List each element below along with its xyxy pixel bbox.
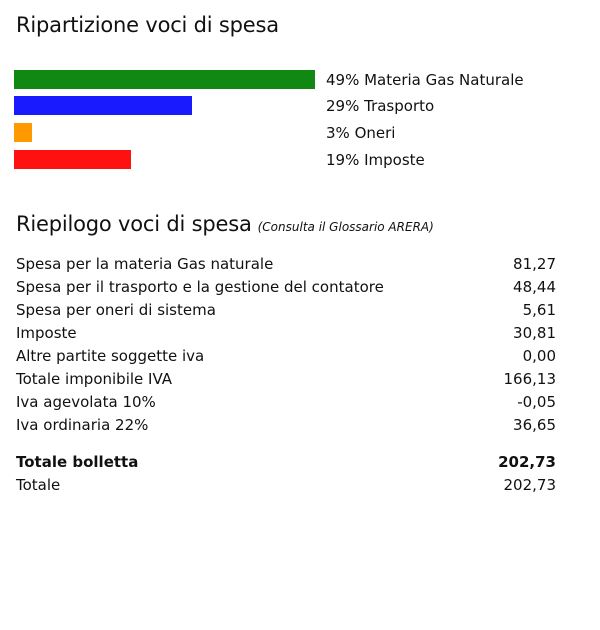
breakdown-row-oneri: 3% Oneri (14, 121, 574, 143)
glossary-note: (Consulta il Glossario ARERA) (257, 220, 434, 234)
summary-row-value: 81,27 (513, 255, 556, 273)
summary-row-value: 0,00 (522, 347, 556, 365)
bar-trasporto (14, 96, 192, 115)
breakdown-bar-chart: 49% Materia Gas Naturale 29% Trasporto 3… (14, 68, 574, 178)
summary-row: Iva ordinaria 22% 36,65 (16, 414, 556, 437)
summary-row-label: Altre partite soggette iva (16, 347, 205, 365)
summary-row-value: 48,44 (513, 278, 556, 296)
summary-row: Spesa per oneri di sistema 5,61 (16, 299, 556, 322)
summary-row-label: Totale imponibile IVA (16, 370, 173, 388)
summary-row: Spesa per la materia Gas naturale 81,27 (16, 253, 556, 276)
total-label: Totale (16, 476, 61, 494)
summary-row-label: Iva ordinaria 22% (16, 416, 149, 434)
breakdown-title: Ripartizione voci di spesa (16, 13, 279, 37)
total-bill-label: Totale bolletta (16, 453, 139, 471)
summary-row-label: Spesa per il trasporto e la gestione del… (16, 278, 384, 296)
summary-row-label: Spesa per oneri di sistema (16, 301, 216, 319)
summary-row: Iva agevolata 10% -0,05 (16, 391, 556, 414)
bar-label-trasporto: 29% Trasporto (326, 97, 435, 115)
bar-label-imposte: 19% Imposte (326, 151, 425, 169)
summary-row-label: Imposte (16, 324, 77, 342)
summary-row-value: 36,65 (513, 416, 556, 434)
summary-row-value: 166,13 (503, 370, 557, 388)
summary-title: Riepilogo voci di spesa (16, 212, 252, 236)
summary-row-value: 30,81 (513, 324, 556, 342)
summary-row-label: Iva agevolata 10% (16, 393, 156, 411)
summary-row: Totale imponibile IVA 166,13 (16, 368, 556, 391)
totals-block: Totale bolletta 202,73 Totale 202,73 (16, 451, 556, 497)
breakdown-row-gas: 49% Materia Gas Naturale (14, 68, 574, 90)
summary-row-value: -0,05 (517, 393, 556, 411)
summary-row: Imposte 30,81 (16, 322, 556, 345)
total-row: Totale 202,73 (16, 474, 556, 497)
summary-row-value: 5,61 (522, 301, 556, 319)
breakdown-row-trasporto: 29% Trasporto (14, 94, 574, 116)
summary-row: Altre partite soggette iva 0,00 (16, 345, 556, 368)
bar-gas (14, 70, 315, 89)
summary-table: Spesa per la materia Gas naturale 81,27 … (16, 253, 556, 497)
summary-row-label: Spesa per la materia Gas naturale (16, 255, 274, 273)
total-bill-value: 202,73 (498, 453, 556, 471)
breakdown-row-imposte: 19% Imposte (14, 148, 574, 170)
summary-heading: Riepilogo voci di spesa (Consulta il Glos… (16, 212, 434, 236)
total-value: 202,73 (503, 476, 557, 494)
bar-label-gas: 49% Materia Gas Naturale (326, 71, 524, 89)
bar-oneri (14, 123, 32, 142)
bar-label-oneri: 3% Oneri (326, 124, 396, 142)
total-bill-row: Totale bolletta 202,73 (16, 451, 556, 474)
summary-row: Spesa per il trasporto e la gestione del… (16, 276, 556, 299)
bar-imposte (14, 150, 131, 169)
